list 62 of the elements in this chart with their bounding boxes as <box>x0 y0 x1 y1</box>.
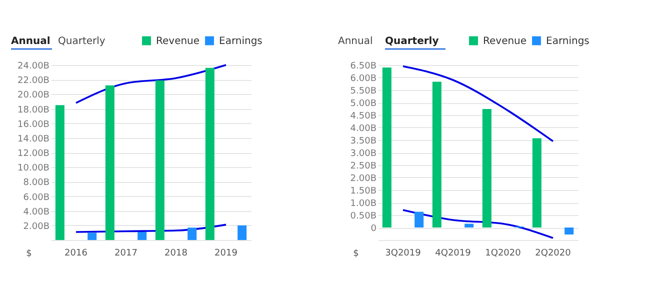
y-tick-label: 4.50B <box>350 112 376 122</box>
bar <box>105 85 114 240</box>
x-tick-label: 3Q2019 <box>385 248 422 258</box>
bar <box>238 225 247 240</box>
bar <box>155 80 164 240</box>
bar <box>188 228 197 240</box>
bar <box>138 232 147 240</box>
chart-title: Quarterly <box>385 36 440 47</box>
x-tick-label: 2019 <box>214 248 238 258</box>
bar <box>432 82 442 228</box>
line-series <box>75 64 227 104</box>
bar <box>382 68 392 228</box>
chart-title: Annual <box>11 36 50 47</box>
bar <box>205 68 214 240</box>
y-tick-label: 16.00B <box>18 120 50 130</box>
legend-label: Revenue <box>156 36 200 47</box>
y-tick-label: 12.00B <box>18 149 50 159</box>
y-tick-label: 3.00B <box>350 149 376 159</box>
text: Quarterly <box>58 36 106 47</box>
y-tick-label: 8.00B <box>23 178 50 188</box>
y-tick-label: 1.50B <box>350 186 376 196</box>
bar <box>464 224 474 228</box>
text: Annual <box>338 36 373 47</box>
bar <box>414 212 424 228</box>
y-tick-label: 6.00B <box>23 192 50 203</box>
bar <box>564 228 574 234</box>
y-tick-label: 1.00B <box>350 199 376 209</box>
y-tick-label: 10.00B <box>18 164 50 174</box>
y-tick-label: 2.50B <box>350 162 376 172</box>
y-tick-label: 20.00B <box>18 90 50 101</box>
y-tick-label: 22.00B <box>18 76 50 86</box>
y-tick-label: 5.00B <box>350 99 376 109</box>
x-tick-label: 2016 <box>64 248 88 258</box>
x-tick-label: 2Q2020 <box>535 248 572 258</box>
y-tick-label: 14.00B <box>18 134 50 144</box>
x-tick-label: 2018 <box>164 248 188 258</box>
y-tick-label: 3.50B <box>350 136 376 146</box>
x-tick-label: 2017 <box>114 248 138 258</box>
y-tick-label: 24.00B <box>18 62 50 72</box>
y-tick-label: 4.00B <box>23 207 50 218</box>
bar <box>88 232 97 240</box>
legend-label: Revenue <box>483 36 527 47</box>
bar <box>55 105 64 240</box>
y-tick-label: 2.00B <box>350 174 376 184</box>
y-tick-label: 6.00B <box>350 74 376 84</box>
text: $ <box>26 249 32 259</box>
legend-label: Earnings <box>546 36 590 47</box>
y-tick-label: 6.50B <box>350 62 376 72</box>
line-series <box>402 65 554 142</box>
y-tick-label: 4.00B <box>350 124 376 134</box>
bar <box>532 138 542 228</box>
text: $ <box>353 249 359 259</box>
x-tick-label: 1Q2020 <box>485 248 522 258</box>
y-tick-label: 0.50B <box>350 212 376 222</box>
y-tick-label: 5.50B <box>350 86 376 96</box>
legend-label: Earnings <box>219 36 262 47</box>
y-tick-label: 0 <box>370 224 377 234</box>
line-series <box>402 209 554 239</box>
bar <box>482 109 492 228</box>
x-tick-label: 4Q2019 <box>435 248 472 258</box>
y-tick-label: 2.00B <box>23 222 50 232</box>
y-tick-label: 18.00B <box>18 105 50 116</box>
